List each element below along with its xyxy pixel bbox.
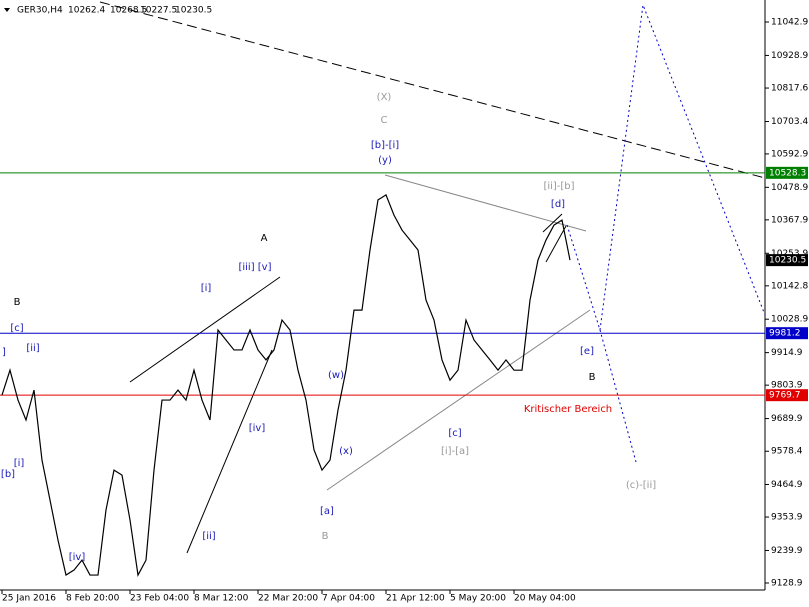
x-tick-label: 22 Mar 20:00	[258, 594, 318, 604]
x-tick-label: 5 May 20:00	[450, 594, 506, 604]
close: 10230.5	[175, 6, 212, 16]
wave-label: [ii]	[26, 343, 39, 354]
open: 10262.4	[68, 6, 105, 16]
header: GER30,H4 10262.4 10268.5 10227.5 10230.5	[4, 6, 212, 16]
y-tick-label: 10928.9	[771, 51, 808, 61]
x-tick-label: 20 May 04:00	[514, 594, 576, 604]
wave-label: B	[322, 531, 329, 542]
wave-label: (c)-[ii]	[626, 480, 656, 491]
x-tick-label: 25 Jan 2016	[2, 594, 56, 604]
wave-label: [ii]-[b]	[543, 181, 574, 192]
x-tick-label: 21 Apr 12:00	[386, 594, 445, 604]
wave-label: [c]	[10, 323, 23, 334]
wave-label: C	[381, 115, 388, 126]
trend-line	[129, 276, 281, 383]
x-tick-label: 8 Mar 12:00	[194, 594, 249, 604]
current-price-label: 10230.5	[769, 256, 806, 266]
trend-line	[99, 1, 766, 179]
y-tick-label: 9353.9	[771, 513, 803, 523]
wave-label: [iii] [v]	[238, 262, 271, 273]
level-label: 9769.7	[769, 391, 801, 401]
wave-label: (x)	[339, 446, 353, 457]
y-tick-label: 10142.8	[771, 281, 808, 291]
level-box	[766, 166, 808, 179]
y-tick-label: 10028.9	[771, 315, 808, 325]
wave-label: ]	[2, 347, 6, 358]
wave-label: [ii]	[202, 531, 215, 542]
y-tick-label: 9464.9	[771, 480, 803, 490]
y-tick-label: 10703.4	[771, 117, 808, 127]
y-tick-label: 11042.9	[771, 18, 808, 28]
wave-label: [a]	[320, 506, 334, 517]
y-tick-label: 10367.9	[771, 215, 808, 225]
y-tick-label: 9803.9	[771, 381, 803, 391]
y-tick-label: 9128.9	[771, 578, 803, 588]
wave-label: (X)	[377, 92, 392, 103]
trend-line	[545, 225, 567, 263]
wave-label: [iv]	[249, 423, 266, 434]
level-box	[766, 327, 808, 340]
low: 10227.5	[140, 6, 177, 16]
symbol: GER30,H4	[17, 6, 63, 16]
wave-label: [e]	[580, 346, 594, 357]
x-tick-label: 8 Feb 20:00	[66, 594, 120, 604]
wave-label: [b]-[i]	[371, 140, 399, 151]
y-tick-label: 9578.4	[771, 447, 803, 457]
x-tick-label: 23 Feb 04:00	[130, 594, 189, 604]
trend-line	[326, 309, 591, 491]
wave-label: (w)	[328, 370, 344, 381]
header-arrow	[4, 8, 10, 12]
level-label: 9981.2	[769, 329, 801, 339]
y-tick-label: 9239.9	[771, 546, 803, 556]
wave-label: Kritischer Bereich	[524, 404, 612, 415]
wave-label: [i]	[14, 458, 25, 469]
wave-label: B	[589, 372, 596, 383]
wave-label: A	[261, 233, 268, 244]
wave-label: B	[14, 297, 21, 308]
wave-label: [i]	[201, 283, 212, 294]
trend-line	[542, 213, 563, 233]
high: 10268.5	[110, 6, 147, 16]
projection	[566, 3, 766, 331]
wave-label: [d]	[551, 199, 565, 210]
trend-line	[384, 174, 587, 232]
wave-label: [i]-[a]	[441, 446, 469, 457]
y-tick-label: 9689.9	[771, 414, 803, 424]
x-tick-label: 7 Apr 04:00	[322, 594, 375, 604]
level-box	[766, 389, 808, 402]
y-tick-label: 9914.9	[771, 348, 803, 358]
wave-label: [iv]	[69, 552, 86, 563]
wave-label: [b]	[1, 469, 15, 480]
level-label: 10528.3	[769, 168, 806, 178]
y-tick-label: 10478.9	[771, 183, 808, 193]
trend-line	[186, 349, 273, 554]
y-tick-label: 10253.9	[771, 249, 808, 259]
price-line	[1, 194, 571, 577]
trend-lines	[99, 1, 766, 554]
current-price-box	[766, 254, 808, 267]
y-tick-label: 10592.9	[771, 149, 808, 159]
y-tick-label: 10817.6	[771, 84, 808, 94]
wave-label: (y)	[378, 155, 392, 166]
wave-label: [c]	[448, 428, 461, 439]
